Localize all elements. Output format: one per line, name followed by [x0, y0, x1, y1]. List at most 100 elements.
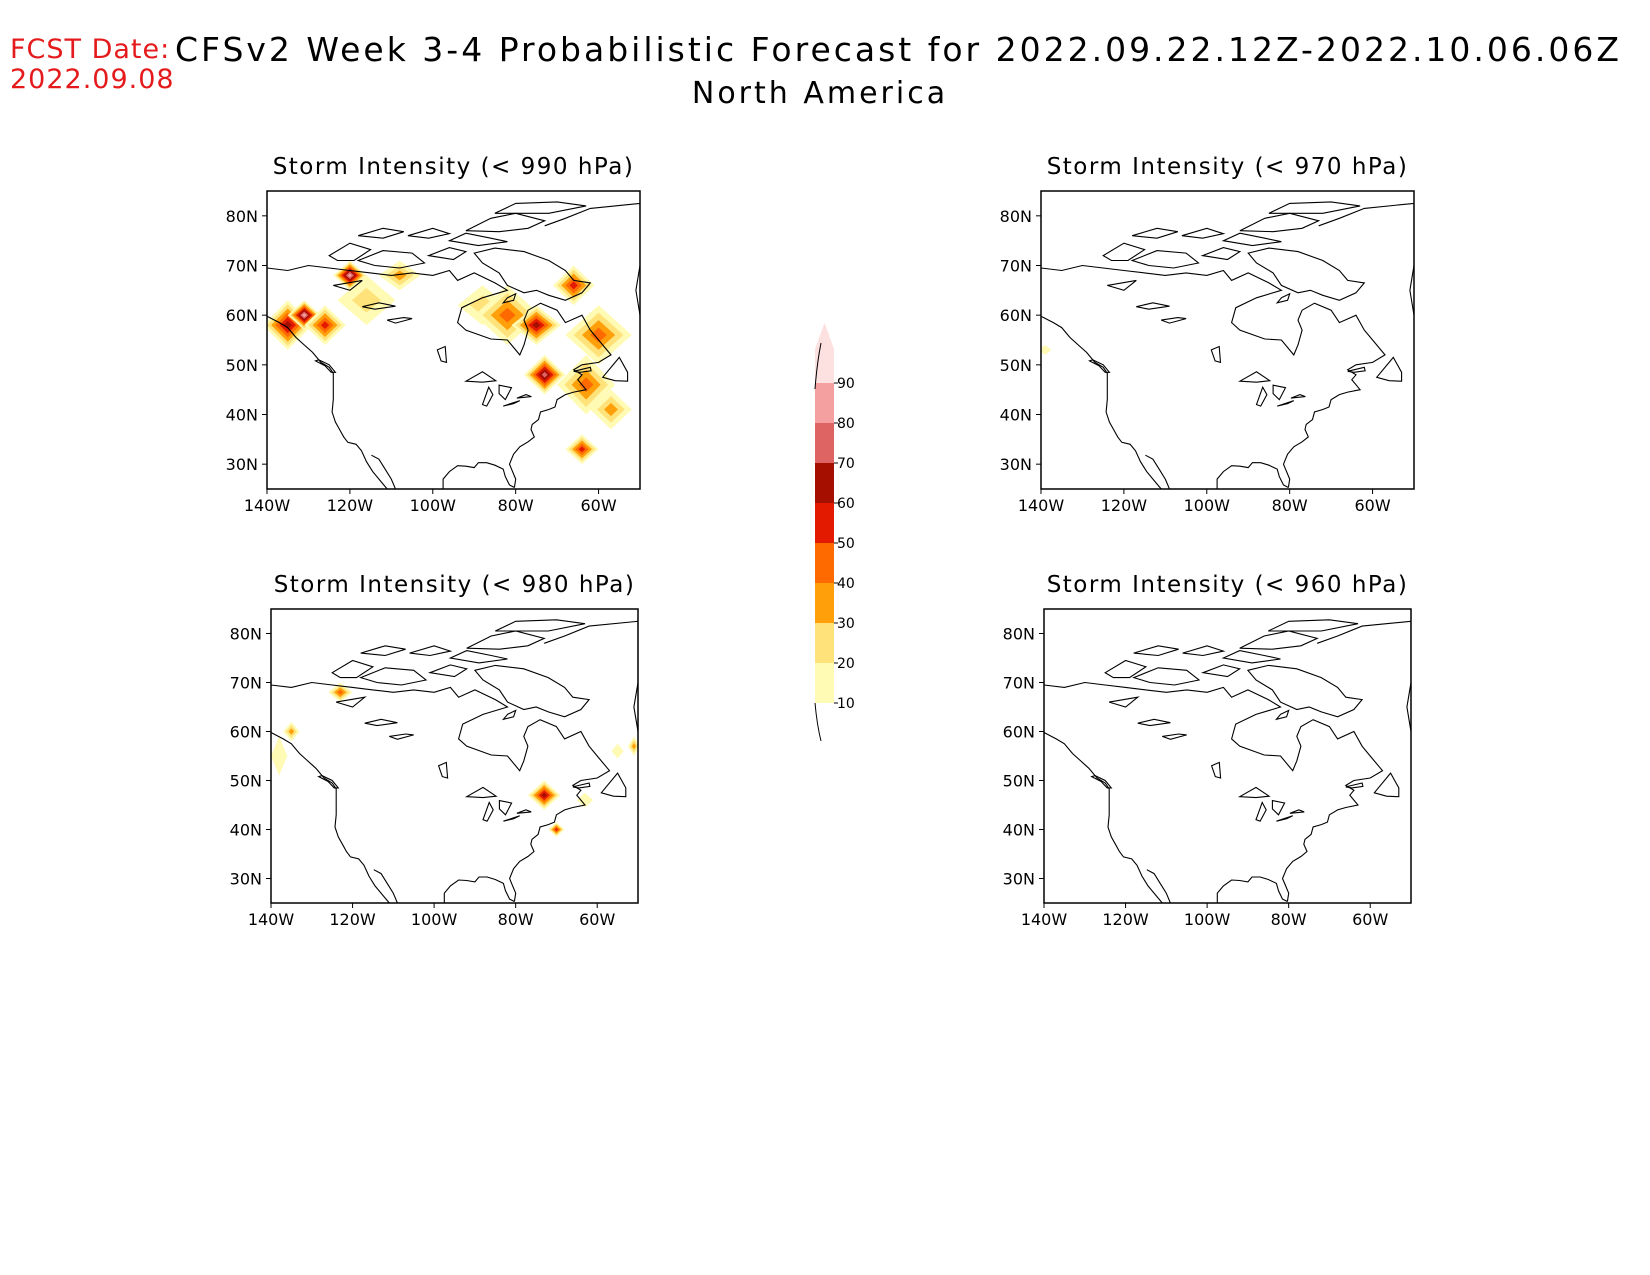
- colorbar-edge: [814, 342, 822, 390]
- lon-tick-label: 80W: [498, 496, 534, 515]
- island-outline: [1275, 292, 1291, 304]
- colorbar-segment: [815, 463, 834, 503]
- lat-tick-label: 30N: [226, 455, 258, 474]
- colorbar-label: 10: [837, 696, 855, 712]
- coastline: [544, 202, 640, 316]
- lon-tick-label: 120W: [1102, 910, 1149, 929]
- island-outline: [448, 650, 508, 664]
- coastline: [267, 315, 388, 489]
- panel-title: Storm Intensity (< 980 hPa): [274, 572, 636, 598]
- lake-outline: [1277, 400, 1295, 407]
- colorbar-label: 90: [837, 376, 855, 392]
- island-outline: [409, 645, 453, 657]
- lon-tick-label: 80W: [1271, 910, 1307, 929]
- panel-title: Storm Intensity (< 990 hPa): [273, 154, 635, 180]
- lake-outline: [1237, 786, 1271, 799]
- probability-cell: [288, 728, 295, 735]
- lake-outline: [1210, 345, 1222, 364]
- probability-cell: [578, 377, 594, 393]
- island-outline: [356, 250, 426, 269]
- lat-tick-label: 30N: [1000, 455, 1032, 474]
- probability-cell: [541, 792, 547, 798]
- coastline: [1145, 454, 1171, 489]
- lon-tick-label: 60W: [579, 910, 615, 929]
- probability-cell: [302, 313, 307, 318]
- lake-outline: [503, 815, 520, 822]
- probability-cell: [351, 287, 381, 313]
- island-outline: [1132, 227, 1178, 239]
- colorbar-label: 30: [837, 616, 855, 632]
- panel-title: Storm Intensity (< 960 hPa): [1047, 572, 1409, 598]
- coastline: [271, 732, 390, 903]
- coastlines: [271, 619, 638, 903]
- island-outline: [1104, 659, 1148, 679]
- lake-outline: [516, 394, 532, 399]
- island-outline: [314, 359, 337, 373]
- lake-outline: [333, 279, 363, 291]
- island-outline: [1239, 630, 1319, 650]
- lat-tick-label: 40N: [230, 821, 262, 840]
- forecast-date-label: FCST Date:: [10, 34, 171, 65]
- island-outline: [1373, 772, 1400, 798]
- coastline: [1216, 462, 1289, 489]
- island-outline: [1200, 247, 1242, 261]
- coastline: [271, 681, 611, 902]
- lon-tick-label: 80W: [1272, 496, 1308, 515]
- lake-outline: [362, 302, 396, 310]
- island-outline: [600, 772, 627, 798]
- island-outline: [495, 619, 586, 632]
- colorbar-segment: [815, 383, 834, 423]
- lake-outline: [481, 385, 494, 407]
- lat-tick-label: 70N: [1003, 674, 1035, 693]
- probability-shading: [267, 260, 632, 465]
- lon-tick-label: 80W: [498, 910, 534, 929]
- island-outline: [1239, 212, 1321, 233]
- lake-outline: [503, 400, 521, 407]
- map-panel-p960: Storm Intensity (< 960 hPa) 80N 70N 60N 50N 4…: [1003, 572, 1412, 929]
- probability-cell: [1041, 344, 1052, 355]
- island-outline: [466, 630, 546, 650]
- island-outline: [331, 659, 375, 679]
- coastlines: [1041, 201, 1414, 489]
- lon-tick-label: 140W: [248, 910, 295, 929]
- colorbar: 10 20 30 40 50 60 70 80 90: [814, 323, 855, 742]
- lon-tick-label: 140W: [1018, 496, 1065, 515]
- island-outline: [473, 664, 591, 718]
- island-outline: [572, 782, 591, 789]
- lake-outline: [1161, 317, 1187, 324]
- island-outline: [501, 709, 517, 721]
- probability-cell: [631, 742, 636, 750]
- island-outline: [473, 247, 592, 301]
- island-outline: [1102, 242, 1146, 262]
- probability-cell: [320, 321, 330, 330]
- probability-cell: [578, 446, 586, 453]
- coastline: [1317, 620, 1411, 732]
- island-outline: [1268, 201, 1361, 214]
- lat-tick-label: 50N: [1003, 772, 1035, 791]
- coastline: [1044, 732, 1163, 903]
- map-panel-p980: Storm Intensity (< 980 hPa) 80N 70N 60N 50N 4…: [230, 572, 639, 929]
- lake-outline: [1137, 718, 1171, 727]
- lat-tick-label: 30N: [230, 870, 262, 889]
- lake-outline: [498, 384, 513, 401]
- lake-outline: [1255, 385, 1268, 407]
- coastline: [371, 454, 397, 489]
- island-outline: [1090, 775, 1113, 789]
- island-outline: [1345, 782, 1364, 789]
- island-outline: [328, 242, 372, 262]
- lake-outline: [387, 317, 413, 324]
- coastline: [1044, 681, 1384, 902]
- island-outline: [1221, 650, 1281, 664]
- lon-tick-label: 60W: [1352, 910, 1388, 929]
- coastlines: [267, 201, 640, 489]
- lake-outline: [1107, 279, 1137, 291]
- probability-cell: [532, 321, 541, 329]
- island-outline: [1246, 664, 1364, 718]
- probability-cell: [337, 689, 344, 695]
- lake-outline: [1276, 815, 1293, 822]
- colorbar-edge: [814, 702, 822, 742]
- forecast-date-value: 2022.09.08: [10, 64, 175, 95]
- island-outline: [1347, 366, 1366, 373]
- probability-cell: [554, 828, 559, 831]
- lake-outline: [1289, 809, 1305, 814]
